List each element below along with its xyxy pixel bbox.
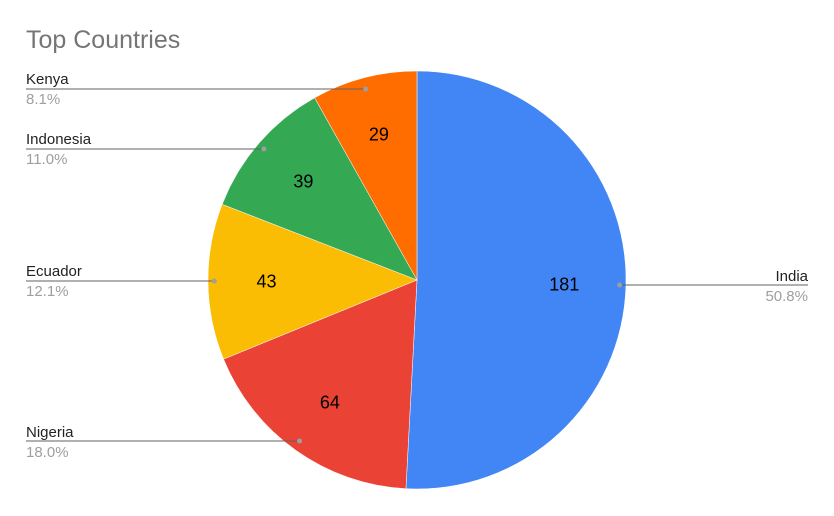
percent-label-india: 50.8% bbox=[765, 288, 808, 305]
pie-slice-kenya bbox=[314, 70, 418, 281]
pie-slice-ecuador bbox=[207, 203, 418, 360]
percent-label-nigeria: 18.0% bbox=[26, 444, 69, 461]
chart-title: Top Countries bbox=[26, 26, 180, 54]
leader-dot-indonesia bbox=[261, 146, 267, 152]
value-label-nigeria: 64 bbox=[320, 393, 340, 413]
percent-label-kenya: 8.1% bbox=[26, 91, 60, 108]
leader-lines bbox=[26, 86, 808, 444]
pie-slices bbox=[207, 70, 627, 490]
value-label-india: 181 bbox=[549, 274, 579, 294]
value-label-ecuador: 43 bbox=[257, 271, 277, 291]
value-label-indonesia: 39 bbox=[293, 171, 313, 191]
pie-slice-indonesia bbox=[221, 97, 418, 281]
percent-label-indonesia: 11.0% bbox=[26, 151, 67, 168]
pie-slice-india bbox=[405, 70, 627, 490]
leader-dot-kenya bbox=[363, 86, 369, 92]
country-label-indonesia: Indonesia bbox=[26, 131, 92, 148]
value-label-kenya: 29 bbox=[369, 124, 389, 144]
country-label-india: India bbox=[775, 268, 808, 285]
country-label-ecuador: Ecuador bbox=[26, 263, 82, 280]
country-label-kenya: Kenya bbox=[26, 71, 69, 88]
leader-dot-india bbox=[617, 282, 623, 288]
country-label-nigeria: Nigeria bbox=[26, 424, 74, 441]
slice-labels: 181 India 50.8% 64 Nigeria 18.0% 43 Ecuador 12.1… bbox=[26, 71, 809, 461]
leader-dot-nigeria bbox=[297, 438, 303, 444]
leader-dot-ecuador bbox=[211, 278, 217, 284]
percent-label-ecuador: 12.1% bbox=[26, 283, 69, 300]
pie-slice-nigeria bbox=[223, 279, 418, 489]
